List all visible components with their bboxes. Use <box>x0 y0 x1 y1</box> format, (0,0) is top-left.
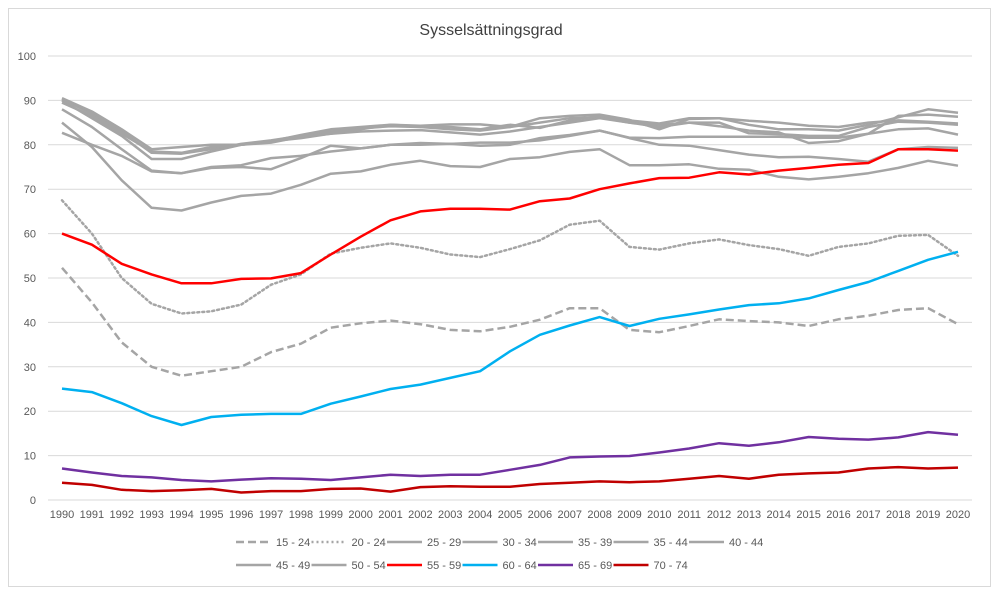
gridlines <box>48 55 972 501</box>
x-tick-label: 2014 <box>767 509 791 521</box>
legend-label: 25 - 29 <box>427 537 461 549</box>
x-tick-label: 2008 <box>587 509 611 521</box>
legend-item: 50 - 54 <box>311 560 386 572</box>
series-line-35-39 <box>61 108 959 175</box>
x-tick-label: 1996 <box>229 509 253 521</box>
legend-label: 40 - 44 <box>729 537 763 549</box>
legend-item: 20 - 24 <box>311 537 386 549</box>
y-tick-label: 40 <box>24 317 36 329</box>
x-tick-label: 2017 <box>856 509 880 521</box>
x-tick-label: 2012 <box>707 509 731 521</box>
legend-label: 65 - 69 <box>578 560 612 572</box>
x-tick-label: 2016 <box>826 509 850 521</box>
x-tick-label: 2001 <box>378 509 402 521</box>
series-line-20-24 <box>60 199 960 315</box>
x-tick-label: 1997 <box>259 509 283 521</box>
x-tick-label: 2011 <box>677 509 701 521</box>
legend-item: 25 - 29 <box>387 537 461 549</box>
legend-item: 45 - 49 <box>236 560 310 572</box>
y-tick-label: 0 <box>30 495 36 507</box>
x-tick-label: 2004 <box>468 509 492 521</box>
legend-item: 60 - 64 <box>462 560 537 572</box>
y-tick-label: 60 <box>24 229 36 241</box>
legend-item: 65 - 69 <box>538 560 612 572</box>
series-line-70-74 <box>61 465 959 494</box>
x-tick-label: 2002 <box>408 509 432 521</box>
series-line-50-54 <box>61 101 959 155</box>
series-line-15-24 <box>61 266 959 377</box>
y-axis-ticks: 0 10 20 30 40 50 60 70 80 90 100 <box>18 51 36 507</box>
x-tick-label: 2003 <box>438 509 462 521</box>
legend-item: 35 - 39 <box>538 537 612 549</box>
legend-item: 40 - 44 <box>689 537 763 549</box>
x-tick-label: 2007 <box>557 509 581 521</box>
chart-frame <box>8 8 991 587</box>
y-tick-label: 100 <box>18 51 36 63</box>
x-tick-label: 1990 <box>50 509 74 521</box>
legend-label: 35 - 44 <box>654 537 688 549</box>
legend-item: 15 - 24 <box>236 537 310 549</box>
x-tick-label: 1999 <box>319 509 343 521</box>
legend-label: 60 - 64 <box>503 560 537 572</box>
y-tick-label: 90 <box>24 95 36 107</box>
x-tick-label: 2018 <box>886 509 910 521</box>
x-tick-label: 2015 <box>796 509 820 521</box>
x-tick-label: 2006 <box>528 509 552 521</box>
x-tick-label: 2019 <box>916 509 940 521</box>
y-tick-label: 10 <box>24 451 36 463</box>
x-tick-label: 1994 <box>169 509 193 521</box>
chart-title: Sysselsättningsgrad <box>419 22 562 39</box>
legend-label: 15 - 24 <box>276 537 310 549</box>
x-tick-label: 1991 <box>80 509 104 521</box>
y-tick-label: 50 <box>24 273 36 285</box>
x-tick-label: 1998 <box>289 509 313 521</box>
series-line-25-29 <box>61 121 959 212</box>
y-tick-label: 70 <box>24 184 36 196</box>
x-tick-label: 1992 <box>109 509 133 521</box>
legend-label: 30 - 34 <box>503 537 537 549</box>
legend-item: 70 - 74 <box>613 560 688 572</box>
legend: 15 - 24 20 - 24 25 - 29 30 - 34 35 - 39 35 - … <box>236 537 763 572</box>
x-tick-label: 1995 <box>199 509 223 521</box>
legend-label: 70 - 74 <box>654 560 688 572</box>
x-tick-label: 2005 <box>498 509 522 521</box>
x-tick-label: 2013 <box>737 509 761 521</box>
legend-item: 30 - 34 <box>462 537 537 549</box>
series-line-65-69 <box>61 430 959 483</box>
legend-label: 55 - 59 <box>427 560 461 572</box>
series-line-35-44 <box>61 99 959 161</box>
y-tick-label: 30 <box>24 362 36 374</box>
y-tick-label: 20 <box>24 406 36 418</box>
legend-label: 20 - 24 <box>352 537 386 549</box>
x-axis-ticks: 1990 1991 1992 1993 1994 1995 1996 1997 1998 1999… <box>50 509 970 521</box>
x-tick-label: 2000 <box>348 509 372 521</box>
y-tick-label: 80 <box>24 140 36 152</box>
series-line-60-64 <box>61 250 959 427</box>
x-tick-label: 2020 <box>946 509 970 521</box>
legend-label: 50 - 54 <box>352 560 386 572</box>
x-tick-label: 2010 <box>647 509 671 521</box>
legend-item: 35 - 44 <box>613 537 688 549</box>
x-tick-label: 2009 <box>617 509 641 521</box>
series-line-45-49 <box>61 97 959 151</box>
legend-label: 45 - 49 <box>276 560 310 572</box>
legend-item: 55 - 59 <box>387 560 461 572</box>
x-tick-label: 1993 <box>139 509 163 521</box>
series-line-55-59 <box>61 147 959 285</box>
legend-label: 35 - 39 <box>578 537 612 549</box>
series-lines <box>60 97 960 494</box>
